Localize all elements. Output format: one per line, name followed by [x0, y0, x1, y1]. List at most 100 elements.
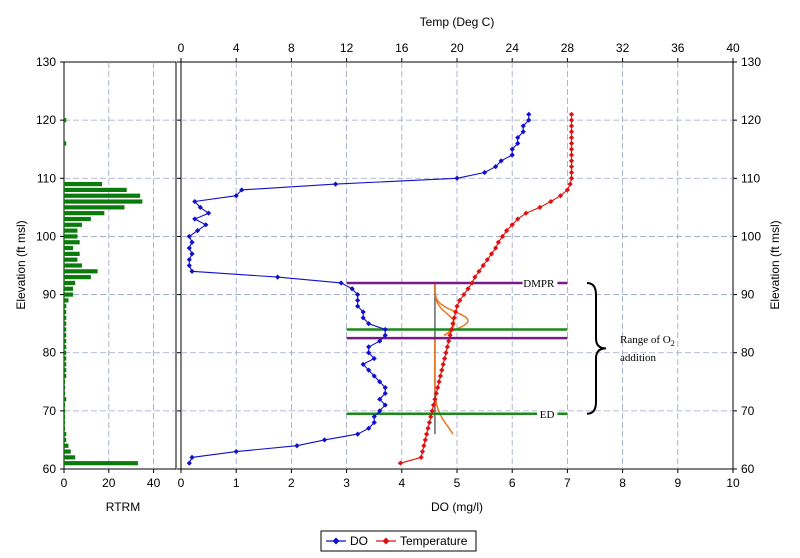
temp-point — [453, 309, 459, 315]
do-point — [192, 198, 198, 205]
rtrm-bar — [64, 327, 67, 332]
temp-point — [476, 268, 482, 274]
rtrm-bar — [64, 298, 69, 303]
temp-point — [448, 326, 455, 333]
temp-point — [472, 274, 478, 280]
temp-point — [568, 134, 575, 141]
temp-x-tick-label: 12 — [340, 41, 354, 55]
do-point — [509, 152, 515, 158]
do-point — [233, 193, 239, 199]
temp-x-tick-label: 0 — [178, 41, 185, 55]
rtrm-bar — [64, 356, 67, 361]
rtrm-bar — [64, 304, 67, 309]
temp-point — [568, 129, 575, 135]
do-point — [382, 385, 388, 391]
rtrm-bar — [64, 286, 73, 291]
rtrm-bar — [64, 141, 67, 146]
rtrm-bar — [64, 292, 73, 297]
temp-point — [443, 350, 449, 356]
legend-do-marker — [332, 537, 340, 545]
rtrm-bar — [64, 455, 76, 460]
do-point — [382, 402, 388, 408]
do-point — [482, 169, 488, 176]
do-point — [520, 129, 526, 135]
do-point — [366, 344, 372, 350]
brace-label-addition: addition — [620, 352, 657, 364]
rtrm-x-tick-label: 0 — [61, 476, 68, 490]
do-point — [371, 373, 377, 379]
temp-x-tick-label: 36 — [671, 41, 685, 55]
rtrm-bar — [64, 362, 67, 367]
rtrm-bar — [64, 193, 141, 198]
temp-point — [426, 419, 432, 426]
left-y-tick-label: 80 — [43, 346, 57, 360]
rtrm-x-label: RTRM — [106, 500, 140, 514]
temp-point — [493, 245, 499, 251]
rtrm-bar — [64, 205, 125, 210]
temp-point — [441, 355, 448, 362]
rtrm-bar — [64, 333, 67, 338]
do-point — [377, 408, 383, 414]
do-point — [377, 396, 383, 402]
temp-point — [568, 175, 575, 181]
do-x-tick-label: 8 — [619, 476, 626, 490]
do-point — [360, 361, 366, 367]
temp-point — [422, 437, 428, 443]
temp-point — [515, 216, 521, 222]
do-point — [493, 164, 499, 170]
rtrm-bar — [64, 402, 66, 408]
rtrm-bar — [64, 228, 78, 233]
do-x-tick-label: 3 — [343, 476, 350, 490]
temp-point — [418, 454, 424, 460]
temp-point — [568, 146, 575, 152]
temp-x-tick-label: 32 — [616, 41, 630, 55]
rtrm-bar — [64, 240, 80, 245]
o2-addition-brace: Range of O2 addition — [586, 281, 675, 415]
do-point — [189, 251, 195, 257]
right-y-tick-label: 130 — [741, 55, 761, 69]
temp-point — [429, 408, 435, 414]
temp-point — [557, 193, 564, 199]
rtrm-bar — [64, 379, 66, 384]
do-point — [526, 117, 532, 123]
do-point — [186, 233, 192, 240]
do-x-tick-label: 0 — [178, 476, 185, 490]
marker-label: DMPR — [523, 278, 555, 290]
temp-x-tick-label: 28 — [561, 41, 575, 55]
do-x-tick-label: 9 — [674, 476, 681, 490]
legend-box — [320, 530, 477, 552]
rtrm-bar — [64, 385, 66, 390]
right-y-tick-label: 90 — [741, 288, 755, 302]
rtrm-bar — [64, 443, 69, 448]
temp-x-axis-label: Temp (Deg C) — [420, 15, 495, 29]
do-point — [526, 111, 532, 117]
do-point — [338, 280, 344, 286]
temp-point — [568, 152, 575, 158]
temp-point — [419, 448, 426, 455]
left-y-axis-label: Elevation (ft msl) — [14, 220, 28, 309]
temp-point — [548, 198, 554, 205]
do-point — [189, 239, 195, 245]
left-y-tick-label: 60 — [43, 462, 57, 476]
temp-point — [436, 379, 442, 385]
rtrm-bar — [64, 449, 71, 454]
left-y-tick-label: 110 — [37, 171, 56, 185]
temp-point — [439, 367, 445, 373]
temp-point — [421, 443, 427, 449]
temp-point — [469, 280, 475, 286]
do-point — [189, 268, 195, 274]
temp-point — [450, 321, 456, 327]
do-point — [186, 460, 192, 466]
do-point — [355, 297, 361, 303]
right-y-tick-label: 70 — [741, 404, 755, 418]
rtrm-bar — [64, 437, 67, 443]
legend: DO Temperature — [320, 530, 477, 552]
do-point — [233, 448, 239, 455]
do-x-tick-label: 10 — [726, 476, 740, 490]
right-y-tick-label: 80 — [741, 346, 755, 360]
rtrm-bar — [64, 182, 103, 187]
do-point — [186, 257, 192, 263]
temp-x-tick-label: 4 — [233, 41, 240, 55]
